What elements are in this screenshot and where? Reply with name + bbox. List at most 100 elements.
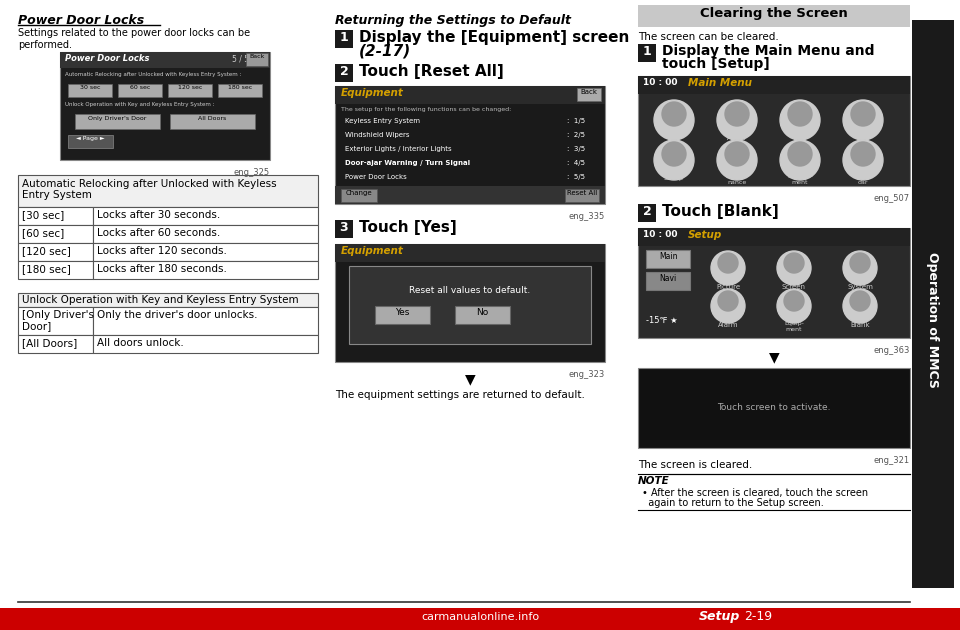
Circle shape xyxy=(662,102,686,126)
Circle shape xyxy=(777,289,811,323)
Text: Power Door Locks: Power Door Locks xyxy=(18,14,144,27)
Circle shape xyxy=(711,289,745,323)
Text: Equip-: Equip- xyxy=(784,321,804,326)
Text: The screen is cleared.: The screen is cleared. xyxy=(638,460,753,470)
Text: Nav: Nav xyxy=(667,135,681,141)
Circle shape xyxy=(717,100,757,140)
Text: Setup: Setup xyxy=(688,230,722,240)
Circle shape xyxy=(843,289,877,323)
Text: Power Door Locks: Power Door Locks xyxy=(65,54,150,63)
Text: :  3/5: : 3/5 xyxy=(567,146,586,152)
Bar xyxy=(638,368,910,448)
Text: [60 sec]: [60 sec] xyxy=(22,228,64,238)
Text: NOTE: NOTE xyxy=(638,476,670,486)
Text: :  2/5: : 2/5 xyxy=(567,132,585,138)
Text: All Doors: All Doors xyxy=(198,116,227,121)
Text: again to return to the Setup screen.: again to return to the Setup screen. xyxy=(642,498,824,508)
Bar xyxy=(18,335,93,353)
Bar xyxy=(335,86,605,204)
Text: Unlock Operation with Key and Keyless Entry System: Unlock Operation with Key and Keyless En… xyxy=(22,295,299,305)
Bar xyxy=(638,204,656,222)
Text: Setup: Setup xyxy=(664,175,684,181)
Circle shape xyxy=(784,291,804,311)
Circle shape xyxy=(851,142,875,166)
Text: Door-ajar Warning / Turn Signal: Door-ajar Warning / Turn Signal xyxy=(345,160,470,166)
Text: 5 / 5: 5 / 5 xyxy=(232,54,250,63)
Text: Back: Back xyxy=(581,89,597,95)
Bar xyxy=(646,250,690,268)
Text: :  1/5: : 1/5 xyxy=(567,118,586,124)
Circle shape xyxy=(788,142,812,166)
Circle shape xyxy=(711,251,745,285)
Text: Display the [Equipment] screen: Display the [Equipment] screen xyxy=(359,30,630,45)
Bar xyxy=(912,20,954,588)
Bar xyxy=(93,261,318,279)
Text: eng_335: eng_335 xyxy=(568,212,605,221)
Bar xyxy=(335,186,605,204)
Text: Reset All: Reset All xyxy=(566,190,597,196)
Bar xyxy=(638,228,910,338)
Text: Only the driver's door unlocks.: Only the driver's door unlocks. xyxy=(97,310,257,320)
Text: Setup: Setup xyxy=(699,610,740,623)
Text: Unlock Operation with Key and Keyless Entry System :: Unlock Operation with Key and Keyless En… xyxy=(65,102,214,107)
Text: Returning the Settings to Default: Returning the Settings to Default xyxy=(335,14,571,27)
Bar xyxy=(646,272,690,290)
Bar xyxy=(18,175,318,207)
Bar xyxy=(93,307,318,335)
Circle shape xyxy=(784,253,804,273)
Bar xyxy=(93,207,318,225)
Text: ▼: ▼ xyxy=(769,350,780,364)
Bar xyxy=(218,84,262,97)
Bar xyxy=(335,64,353,82)
Bar xyxy=(335,244,605,262)
Bar xyxy=(118,84,162,97)
Text: [30 sec]: [30 sec] xyxy=(22,210,64,220)
Text: 1: 1 xyxy=(642,45,652,58)
Text: 1: 1 xyxy=(340,31,348,44)
Circle shape xyxy=(780,140,820,180)
Text: Windshield Wipers: Windshield Wipers xyxy=(345,132,410,138)
Text: Entry System: Entry System xyxy=(22,190,92,200)
Bar xyxy=(68,135,113,148)
Circle shape xyxy=(843,140,883,180)
Text: Locks after 30 seconds.: Locks after 30 seconds. xyxy=(97,210,220,220)
Bar xyxy=(0,608,960,630)
Text: Equipment: Equipment xyxy=(341,88,404,98)
Bar xyxy=(18,293,318,307)
Bar xyxy=(60,52,270,160)
Text: 180 sec: 180 sec xyxy=(228,85,252,90)
Text: Alarm: Alarm xyxy=(718,322,738,328)
Text: ment: ment xyxy=(792,180,808,185)
Text: eng_363: eng_363 xyxy=(874,346,910,355)
Bar xyxy=(18,207,93,225)
Text: dar: dar xyxy=(857,180,868,185)
Circle shape xyxy=(780,100,820,140)
Bar xyxy=(246,53,268,66)
Circle shape xyxy=(662,142,686,166)
Circle shape xyxy=(843,100,883,140)
Bar xyxy=(93,225,318,243)
Text: 2-19: 2-19 xyxy=(744,610,772,623)
Text: eng_321: eng_321 xyxy=(874,456,910,465)
Text: 30 sec: 30 sec xyxy=(80,85,100,90)
Text: Door]: Door] xyxy=(22,321,51,331)
Text: 2: 2 xyxy=(340,65,348,78)
Text: Touch screen to activate.: Touch screen to activate. xyxy=(717,403,830,413)
Text: ment: ment xyxy=(785,327,803,332)
Circle shape xyxy=(850,253,870,273)
Text: :  5/5: : 5/5 xyxy=(567,174,585,180)
Bar xyxy=(75,114,160,129)
Bar xyxy=(638,76,910,94)
Bar xyxy=(170,114,255,129)
Text: Mainte-: Mainte- xyxy=(725,174,749,179)
Text: Calen-: Calen- xyxy=(852,174,873,179)
Bar xyxy=(577,88,601,101)
Bar xyxy=(18,225,93,243)
Bar xyxy=(638,76,910,186)
Text: Locks after 120 seconds.: Locks after 120 seconds. xyxy=(97,246,227,256)
Text: Main Menu: Main Menu xyxy=(688,78,752,88)
Text: 10 : 00: 10 : 00 xyxy=(643,230,678,239)
Text: [All Doors]: [All Doors] xyxy=(22,338,77,348)
Text: Touch [Reset All]: Touch [Reset All] xyxy=(359,64,504,79)
Text: A/C: A/C xyxy=(794,135,806,141)
